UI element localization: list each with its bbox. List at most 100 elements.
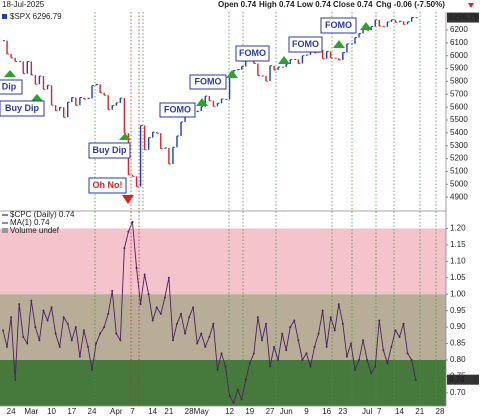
y-tick-label: 0.90: [450, 322, 466, 331]
cpc-point: [406, 352, 409, 355]
x-tick-label: 14: [148, 407, 157, 416]
cpc-point: [353, 368, 356, 371]
cpc-point: [6, 345, 9, 348]
y-tick-label: 5200: [450, 154, 468, 163]
y-tick-label: 1.20: [450, 224, 466, 233]
cpc-point: [313, 345, 316, 348]
buy-arrow: [333, 40, 345, 48]
annotation: Oh No!: [93, 180, 123, 190]
y-tick-label: 6200: [450, 25, 468, 34]
y-tick-label: 5400: [450, 128, 468, 137]
y-tick-label: 5700: [450, 89, 468, 98]
legend-swatch: [2, 14, 7, 19]
quote: Open 0.74: [218, 0, 257, 9]
cpc-point: [54, 332, 57, 335]
cpc-point: [394, 329, 397, 332]
last-value-box: [447, 12, 479, 23]
cpc-point: [232, 401, 235, 404]
buy-arrow: [360, 22, 372, 30]
cpc-point: [309, 365, 312, 368]
cpc-point: [34, 326, 37, 329]
buy-arrow: [4, 70, 16, 77]
x-tick-label: 21: [415, 407, 424, 416]
annotation-box: [0, 100, 45, 117]
annotation: FOMO: [195, 76, 222, 86]
cpc-point: [131, 220, 134, 223]
cpc-point: [402, 322, 405, 325]
y-tick-label: 5100: [450, 167, 468, 176]
cpc-point: [135, 266, 138, 269]
buy-arrow: [196, 98, 208, 106]
legend-label: $SPX 6296.79: [10, 12, 62, 21]
buy-arrow: [278, 56, 290, 64]
buy-arrow: [119, 133, 131, 140]
annotation: FOMO: [164, 104, 191, 114]
cpc-point: [147, 293, 150, 296]
y-tick-label: 1.00: [450, 289, 466, 298]
annotation-box: [88, 177, 127, 194]
cpc-point: [374, 365, 377, 368]
x-tick-label: 7: [377, 407, 382, 416]
cpc-point: [301, 358, 304, 361]
cpc-point: [82, 329, 85, 332]
cpc-point: [22, 335, 25, 338]
cpc-point: [281, 332, 284, 335]
cpc-point: [208, 335, 211, 338]
annotation: FOMO: [239, 48, 266, 58]
x-tick-label: 16: [322, 407, 331, 416]
cpc-point: [273, 345, 276, 348]
cpc-point: [95, 342, 98, 345]
cpc-point: [115, 332, 118, 335]
cpc-point: [386, 362, 389, 365]
y-tick-label: 1.05: [450, 273, 466, 282]
down-arrow: [468, 3, 474, 8]
cpc-point: [321, 309, 324, 312]
cpc-point: [289, 326, 292, 329]
quote: Close 0.74: [333, 0, 373, 9]
cpc-point: [103, 326, 106, 329]
cpc-point: [70, 339, 73, 342]
last-value: 0.74: [449, 375, 465, 384]
cpc-point: [366, 358, 369, 361]
band: [0, 359, 446, 406]
annotation: Buy Dip: [92, 145, 127, 155]
legend-swatch: [2, 228, 8, 233]
cpc-point: [26, 342, 29, 345]
cpc-point: [91, 368, 94, 371]
cpc-point: [107, 312, 110, 315]
cpc-point: [200, 332, 203, 335]
cpc-point: [74, 326, 77, 329]
y-tick-label: 5300: [450, 141, 468, 150]
cpc-point: [139, 303, 142, 306]
last-value-box: [447, 374, 479, 385]
annotation-box: [320, 17, 357, 34]
x-tick-label: 24: [88, 407, 97, 416]
cpc-point: [264, 322, 267, 325]
y-tick-label: 6000: [450, 51, 468, 60]
cpc-point: [224, 365, 227, 368]
cpc-point: [293, 319, 296, 322]
annotation-box: [235, 45, 270, 62]
band: [0, 228, 446, 295]
cpc-point: [248, 362, 251, 365]
x-tick-label: May: [194, 407, 209, 416]
x-tick-label: 28: [185, 407, 194, 416]
cpc-point: [184, 332, 187, 335]
buy-arrow: [226, 70, 238, 78]
x-tick-label: 21: [164, 407, 173, 416]
x-tick-label: 28: [436, 407, 445, 416]
cpc-point: [180, 312, 183, 315]
quote: Low 0.74: [297, 0, 331, 9]
cpc-point: [58, 345, 61, 348]
cpc-point: [358, 358, 361, 361]
cpc-point: [50, 306, 53, 309]
x-tick-label: 27: [266, 407, 275, 416]
cpc-point: [220, 352, 223, 355]
cpc-point: [269, 365, 272, 368]
y-tick-label: 0.85: [450, 339, 466, 348]
cpc-point: [99, 332, 102, 335]
cpc-point: [297, 339, 300, 342]
cpc-point: [78, 355, 81, 358]
y-tick-label: 5900: [450, 64, 468, 73]
cpc-point: [171, 339, 174, 342]
